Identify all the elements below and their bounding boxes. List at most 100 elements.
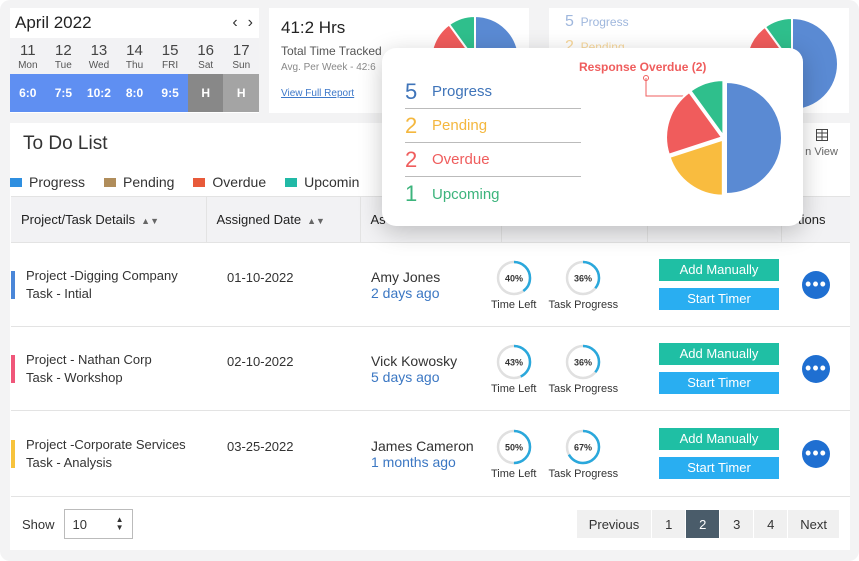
popover-status-row: 5 Progress [405, 75, 581, 109]
task-progress-ring: 36% Task Progress [548, 259, 618, 311]
col-project-label: Project/Task Details [21, 212, 136, 227]
task-table: Project/Task Details ▲▼ Assigned Date ▲▼ A… [11, 196, 850, 497]
status-color-bar [11, 354, 15, 383]
pagination-page[interactable]: 4 [754, 510, 789, 538]
status-popover: 5 Progress 2 Pending 2 Overdue 1 Upcoming Respo… [382, 48, 803, 226]
calendar-day[interactable]: 11 Mon [10, 38, 46, 74]
calendar-day-weekday: Sun [232, 60, 251, 71]
chevron-right-icon[interactable]: › [247, 14, 253, 31]
actions-cell: ••• [781, 410, 850, 497]
popover-status-label: Upcoming [432, 185, 500, 203]
progress-cell: 50% Time Left 67% Task Progress [491, 410, 647, 497]
popover-status-count: 2 [405, 112, 418, 138]
col-date-label: Assigned Date [216, 212, 302, 227]
avg-per-week: Avg. Per Week - 42:6 [281, 62, 376, 73]
total-hours: 41:2 Hrs [281, 18, 346, 37]
calendar-day-number: 11 [20, 42, 36, 59]
add-manually-button[interactable]: Add Manually [659, 259, 779, 281]
calendar-day-weekday: Sat [198, 60, 214, 71]
more-options-icon[interactable]: ••• [802, 439, 830, 468]
assigned-date: 01-10-2022 [206, 242, 360, 327]
add-manually-button[interactable]: Add Manually [659, 428, 779, 450]
assigned-date: 03-25-2022 [206, 410, 360, 497]
grid-icon [815, 129, 828, 141]
calendar-day-hours[interactable]: 9:5 [152, 74, 188, 112]
calendar-day-weekday: Thu [125, 60, 144, 71]
popover-status-label: Progress [432, 83, 493, 100]
page-size-select[interactable]: 10 ▲ ▼ [63, 509, 133, 539]
pagination-previous[interactable]: Previous [576, 510, 653, 538]
assigned-ago: 5 days ago [371, 368, 440, 385]
legend-swatch [285, 177, 298, 187]
legend-item: Pending [104, 174, 174, 190]
calendar-day-hours[interactable]: H [223, 74, 260, 112]
calendar-hours: 6:0 7:5 10:2 8:0 9:5 H H [10, 74, 260, 112]
popover-status-label: Overdue [432, 151, 490, 168]
calendar-day[interactable]: 12 Tue [45, 38, 82, 74]
popover-status-row: 2 Overdue [405, 143, 581, 177]
add-manually-button[interactable]: Add Manually [659, 343, 779, 365]
assignee-cell: James Cameron 1 months ago [360, 410, 501, 497]
legend-swatch [193, 177, 206, 187]
calendar-day-number: 16 [197, 42, 215, 59]
time-left-label: Time Left [491, 467, 537, 480]
pagination: Previous 1 2 3 4 Next [576, 510, 840, 538]
legend-item: Upcomin [285, 174, 359, 190]
legend-swatch [104, 177, 117, 187]
col-assigned-date[interactable]: Assigned Date ▲▼ [206, 196, 361, 243]
view-full-report-link[interactable]: View Full Report [281, 88, 355, 99]
start-timer-button[interactable]: Start Timer [659, 372, 779, 394]
more-options-icon[interactable]: ••• [802, 354, 830, 383]
table-row[interactable]: Project -Corporate Services Task - Analy… [11, 410, 850, 497]
calendar-day[interactable]: 17 Sun [223, 38, 260, 74]
pie-slice-progress [791, 16, 839, 112]
popover-status-row: 2 Pending [405, 109, 581, 143]
pagination-page[interactable]: 3 [720, 510, 755, 538]
status-color-bar [11, 439, 15, 468]
sort-icon[interactable]: ▲▼ [307, 216, 325, 226]
status-pending-count: 2 [565, 38, 574, 55]
actions-cell: ••• [781, 326, 850, 411]
popover-status-count: 5 [405, 78, 418, 104]
col-project[interactable]: Project/Task Details ▲▼ [11, 196, 207, 243]
calendar-day[interactable]: 14 Thu [116, 38, 153, 74]
calendar-day-hours[interactable]: 8:0 [116, 74, 153, 112]
legend-label: Progress [29, 174, 86, 190]
task-name: Task - Workshop [26, 369, 123, 385]
task-details: Project -Corporate Services Task - Analy… [11, 436, 206, 472]
time-left-label: Time Left [491, 298, 537, 311]
pie-slice-overdue [665, 90, 724, 156]
legend-swatch [10, 177, 22, 187]
view-toggle[interactable]: n View [805, 129, 838, 158]
calendar-day-hours[interactable]: H [187, 74, 224, 112]
calendar-day[interactable]: 16 Sat [187, 38, 224, 74]
legend-item: Progress [10, 174, 85, 190]
timer-buttons-cell: Add Manually Start Timer [647, 242, 781, 327]
task-details-cell: Project -Digging Company Task - Intial [11, 242, 206, 327]
progress-ring: 50% [496, 429, 531, 464]
week-calendar-card: April 2022 ‹ › 11 Mon 12 Tue 13 Wed 14 Thu 15 FRI… [10, 8, 260, 113]
start-timer-button[interactable]: Start Timer [659, 288, 779, 310]
progress-ring-value: 36% [574, 273, 592, 283]
calendar-day-hours[interactable]: 10:2 [81, 74, 117, 112]
more-options-icon[interactable]: ••• [802, 270, 830, 299]
pagination-page[interactable]: 2 [686, 510, 721, 538]
status-progress-label: Progress [580, 15, 629, 29]
table-row[interactable]: Project - Nathan Corp Task - Workshop 02… [11, 326, 850, 411]
calendar-day-hours[interactable]: 6:0 [10, 74, 46, 112]
task-name: Task - Analysis [26, 454, 112, 470]
task-progress-ring: 36% Task Progress [548, 343, 618, 395]
table-row[interactable]: Project -Digging Company Task - Intial 0… [11, 242, 850, 327]
status-progress-count: 5 [565, 13, 574, 30]
start-timer-button[interactable]: Start Timer [659, 457, 779, 479]
progress-ring-value: 50% [505, 442, 523, 452]
pagination-page[interactable]: 1 [652, 510, 687, 538]
sort-icon[interactable]: ▲▼ [141, 216, 159, 226]
calendar-day[interactable]: 15 FRI [152, 38, 188, 74]
pagination-next[interactable]: Next [788, 510, 840, 538]
calendar-day-hours[interactable]: 7:5 [45, 74, 82, 112]
task-progress-label: Task Progress [548, 298, 619, 311]
calendar-day-number: 15 [161, 42, 179, 59]
calendar-day[interactable]: 13 Wed [81, 38, 117, 74]
chevron-left-icon[interactable]: ‹ [232, 14, 238, 31]
